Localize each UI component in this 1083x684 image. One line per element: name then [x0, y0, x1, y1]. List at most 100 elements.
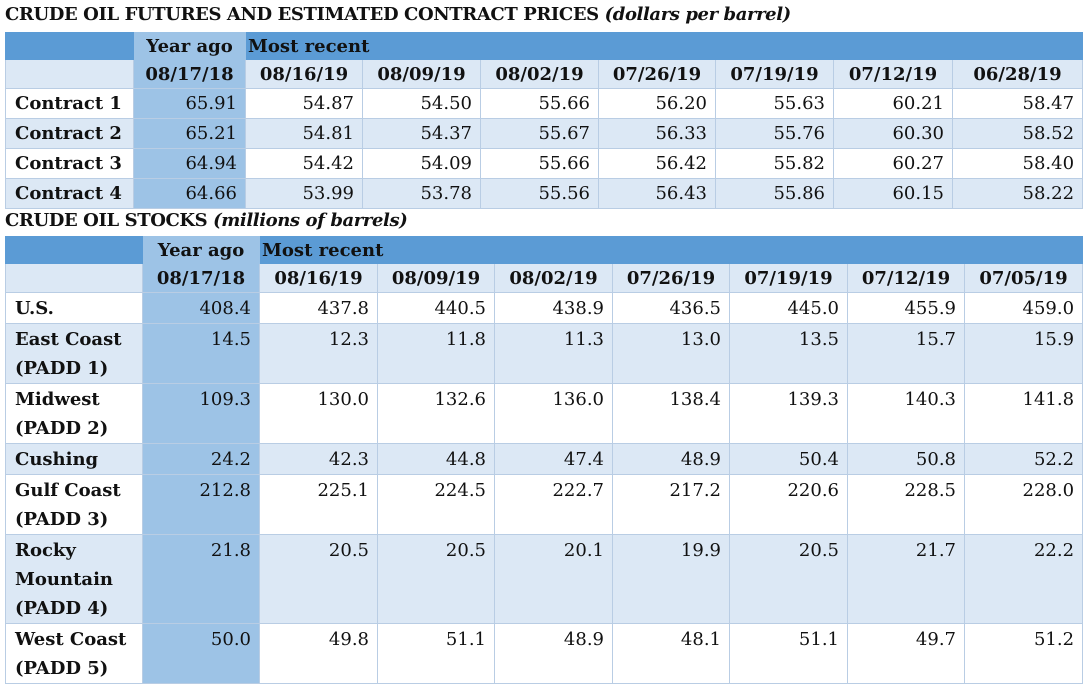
table-row: Contract 3 64.94 54.42 54.09 55.66 56.42 55.82… [5, 148, 1083, 179]
stocks-table: Year ago Most recent 08/17/18 08/16/19 08/… [5, 236, 1083, 684]
stocks-most-recent-label: Most recent [258, 236, 1083, 264]
stocks-value-cell: 225.1 [259, 474, 378, 535]
stocks-value-cell: 20.5 [377, 534, 495, 624]
stocks-row-label-line: (PADD 5) [15, 658, 109, 679]
futures-value-cell: 60.15 [833, 178, 953, 209]
stocks-value-cell: 139.3 [729, 383, 848, 444]
stocks-value-cell: 15.9 [963, 323, 1083, 384]
futures-value-cell: 54.81 [245, 118, 363, 149]
stocks-value-cell: 440.5 [377, 292, 495, 324]
stocks-value-cell: 224.5 [377, 474, 495, 535]
futures-date-header: 08/17/18 [133, 59, 246, 89]
futures-corner-cell [5, 32, 134, 60]
stocks-row-label-line: West Coast [15, 629, 127, 650]
stocks-row-label: U.S. [5, 292, 143, 324]
futures-value-cell: 56.20 [598, 88, 716, 119]
futures-row-label: Contract 1 [5, 88, 134, 119]
stocks-value-cell: 50.8 [847, 443, 965, 475]
stocks-row-label-line: U.S. [15, 298, 54, 319]
stocks-table-body: U.S. 408.4 437.8 440.5 438.9 436.5 445.0 455.9 4… [5, 292, 1083, 684]
futures-value-cell: 55.66 [480, 88, 599, 119]
stocks-value-cell: 136.0 [494, 383, 613, 444]
table-row: East Coast (PADD 1) 14.5 12.3 11.8 11.3 13.0 13… [5, 323, 1083, 384]
stocks-value-cell: 11.3 [494, 323, 613, 384]
stocks-value-cell: 48.9 [494, 623, 613, 684]
stocks-row-label-line: Cushing [15, 449, 99, 470]
stocks-value-cell: 24.2 [142, 443, 260, 475]
stocks-date-header: 07/12/19 [847, 263, 965, 293]
stocks-header-band: Year ago Most recent [5, 236, 1083, 264]
stocks-value-cell: 49.8 [259, 623, 378, 684]
futures-table: Year ago Most recent 08/17/18 08/16/19 08/… [5, 32, 1083, 209]
futures-value-cell: 58.40 [951, 148, 1083, 179]
stocks-value-cell: 222.7 [494, 474, 613, 535]
stocks-row-label: East Coast (PADD 1) [5, 323, 143, 384]
stocks-date-header: 07/19/19 [729, 263, 848, 293]
futures-value-cell: 58.47 [951, 88, 1083, 119]
stocks-row-label-line: Rocky [15, 540, 76, 561]
futures-date-corner [5, 59, 134, 89]
stocks-row-label-line: (PADD 1) [15, 358, 109, 379]
futures-value-cell: 56.33 [598, 118, 716, 149]
futures-date-header: 08/09/19 [362, 59, 481, 89]
stocks-date-corner [5, 263, 143, 293]
stocks-value-cell: 455.9 [847, 292, 965, 324]
stocks-value-cell: 51.1 [377, 623, 495, 684]
futures-value-cell: 53.78 [362, 178, 481, 209]
futures-value-cell: 54.37 [362, 118, 481, 149]
table-row: Midwest (PADD 2) 109.3 130.0 132.6 136.0 138.4… [5, 383, 1083, 444]
stocks-value-cell: 48.1 [612, 623, 730, 684]
table-row: Contract 1 65.91 54.87 54.50 55.66 56.20 55.63… [5, 88, 1083, 119]
futures-value-cell: 54.09 [362, 148, 481, 179]
futures-value-cell: 53.99 [245, 178, 363, 209]
futures-date-header: 07/19/19 [715, 59, 834, 89]
futures-value-cell: 55.76 [715, 118, 834, 149]
futures-value-cell: 55.67 [480, 118, 599, 149]
futures-value-cell: 55.63 [715, 88, 834, 119]
stocks-date-row: 08/17/18 08/16/19 08/09/19 08/02/19 07/26/19… [5, 263, 1083, 293]
stocks-value-cell: 132.6 [377, 383, 495, 444]
futures-value-cell: 55.66 [480, 148, 599, 179]
stocks-unit: (millions of barrels) [213, 210, 408, 231]
stocks-date-header: 07/05/19 [963, 263, 1083, 293]
stocks-value-cell: 21.7 [847, 534, 965, 624]
stocks-row-label: West Coast (PADD 5) [5, 623, 143, 684]
stocks-value-cell: 51.1 [729, 623, 848, 684]
stocks-date-header: 07/26/19 [612, 263, 730, 293]
stocks-value-cell: 138.4 [612, 383, 730, 444]
stocks-value-cell: 459.0 [963, 292, 1083, 324]
stocks-value-cell: 13.5 [729, 323, 848, 384]
futures-value-cell: 60.21 [833, 88, 953, 119]
stocks-value-cell: 436.5 [612, 292, 730, 324]
stocks-table-title: CRUDE OIL STOCKS (millions of barrels) [5, 208, 408, 234]
stocks-value-cell: 408.4 [142, 292, 260, 324]
stocks-row-label-line: Midwest [15, 389, 100, 410]
stocks-row-label-line: (PADD 2) [15, 418, 109, 439]
stocks-row-label-line: East Coast [15, 329, 122, 350]
stocks-value-cell: 22.2 [963, 534, 1083, 624]
stocks-value-cell: 19.9 [612, 534, 730, 624]
stocks-value-cell: 20.5 [729, 534, 848, 624]
stocks-value-cell: 130.0 [259, 383, 378, 444]
futures-value-cell: 60.30 [833, 118, 953, 149]
futures-value-cell: 58.52 [951, 118, 1083, 149]
stocks-value-cell: 20.5 [259, 534, 378, 624]
futures-value-cell: 60.27 [833, 148, 953, 179]
stocks-row-label: Gulf Coast (PADD 3) [5, 474, 143, 535]
futures-value-cell: 54.42 [245, 148, 363, 179]
stocks-row-label: Rocky Mountain (PADD 4) [5, 534, 143, 624]
stocks-row-label-line: Mountain [15, 569, 114, 590]
stocks-value-cell: 47.4 [494, 443, 613, 475]
futures-table-body: Contract 1 65.91 54.87 54.50 55.66 56.20 55.63… [5, 88, 1083, 209]
stocks-value-cell: 12.3 [259, 323, 378, 384]
futures-row-label: Contract 3 [5, 148, 134, 179]
stocks-date-header: 08/16/19 [259, 263, 378, 293]
futures-value-cell: 56.42 [598, 148, 716, 179]
stocks-value-cell: 445.0 [729, 292, 848, 324]
stocks-value-cell: 228.5 [847, 474, 965, 535]
futures-date-header: 08/16/19 [245, 59, 363, 89]
stocks-value-cell: 42.3 [259, 443, 378, 475]
stocks-title-text: CRUDE OIL STOCKS [5, 210, 208, 231]
stocks-value-cell: 217.2 [612, 474, 730, 535]
stocks-value-cell: 49.7 [847, 623, 965, 684]
